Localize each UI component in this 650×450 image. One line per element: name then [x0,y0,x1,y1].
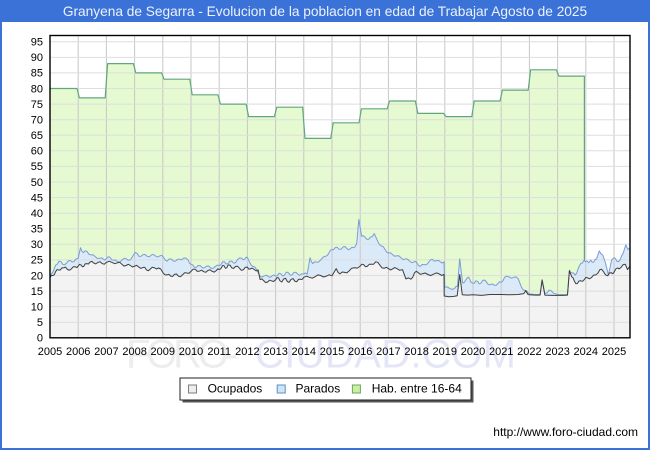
svg-text:Ocupados: Ocupados [208,382,263,396]
svg-text:2008: 2008 [122,346,146,358]
svg-text:2022: 2022 [517,346,541,358]
svg-text:2009: 2009 [151,346,175,358]
svg-text:2017: 2017 [376,346,400,358]
svg-text:FORO-: FORO- [126,333,238,377]
svg-text:CIUDAD.COM: CIUDAD.COM [255,333,516,377]
svg-text:2021: 2021 [489,346,513,358]
svg-text:2025: 2025 [602,346,626,358]
svg-text:2013: 2013 [263,346,287,358]
svg-text:2016: 2016 [348,346,372,358]
svg-text:75: 75 [31,99,43,111]
svg-text:70: 70 [31,115,43,127]
svg-text:2019: 2019 [433,346,457,358]
svg-text:85: 85 [31,68,43,80]
svg-text:90: 90 [31,52,43,64]
svg-text:2023: 2023 [545,346,569,358]
svg-text:2011: 2011 [207,346,231,358]
svg-text:65: 65 [31,130,43,142]
svg-text:2024: 2024 [574,346,598,358]
svg-text:15: 15 [31,286,43,298]
svg-text:2014: 2014 [292,346,316,358]
svg-text:25: 25 [31,255,43,267]
svg-text:http://www.foro-ciudad.com: http://www.foro-ciudad.com [493,425,638,439]
svg-text:80: 80 [31,83,43,95]
svg-text:20: 20 [31,270,43,282]
svg-text:40: 40 [31,208,43,220]
svg-text:2020: 2020 [461,346,485,358]
svg-text:5: 5 [37,317,43,329]
svg-text:2007: 2007 [94,346,118,358]
svg-text:2005: 2005 [38,346,62,358]
svg-text:35: 35 [31,224,43,236]
svg-text:2006: 2006 [66,346,90,358]
svg-text:95: 95 [31,37,43,49]
svg-text:Parados: Parados [296,382,341,396]
svg-text:45: 45 [31,192,43,204]
svg-text:Hab. entre 16-64: Hab. entre 16-64 [372,382,462,396]
svg-text:30: 30 [31,239,43,251]
svg-text:55: 55 [31,161,43,173]
svg-text:2012: 2012 [235,346,259,358]
svg-text:2018: 2018 [404,346,428,358]
svg-text:50: 50 [31,177,43,189]
svg-text:60: 60 [31,146,43,158]
svg-text:Granyena de Segarra - Evolucio: Granyena de Segarra - Evolucion de la po… [63,4,588,19]
svg-text:10: 10 [31,301,43,313]
svg-text:2015: 2015 [320,346,344,358]
svg-text:2010: 2010 [179,346,203,358]
svg-text:0: 0 [37,333,43,345]
